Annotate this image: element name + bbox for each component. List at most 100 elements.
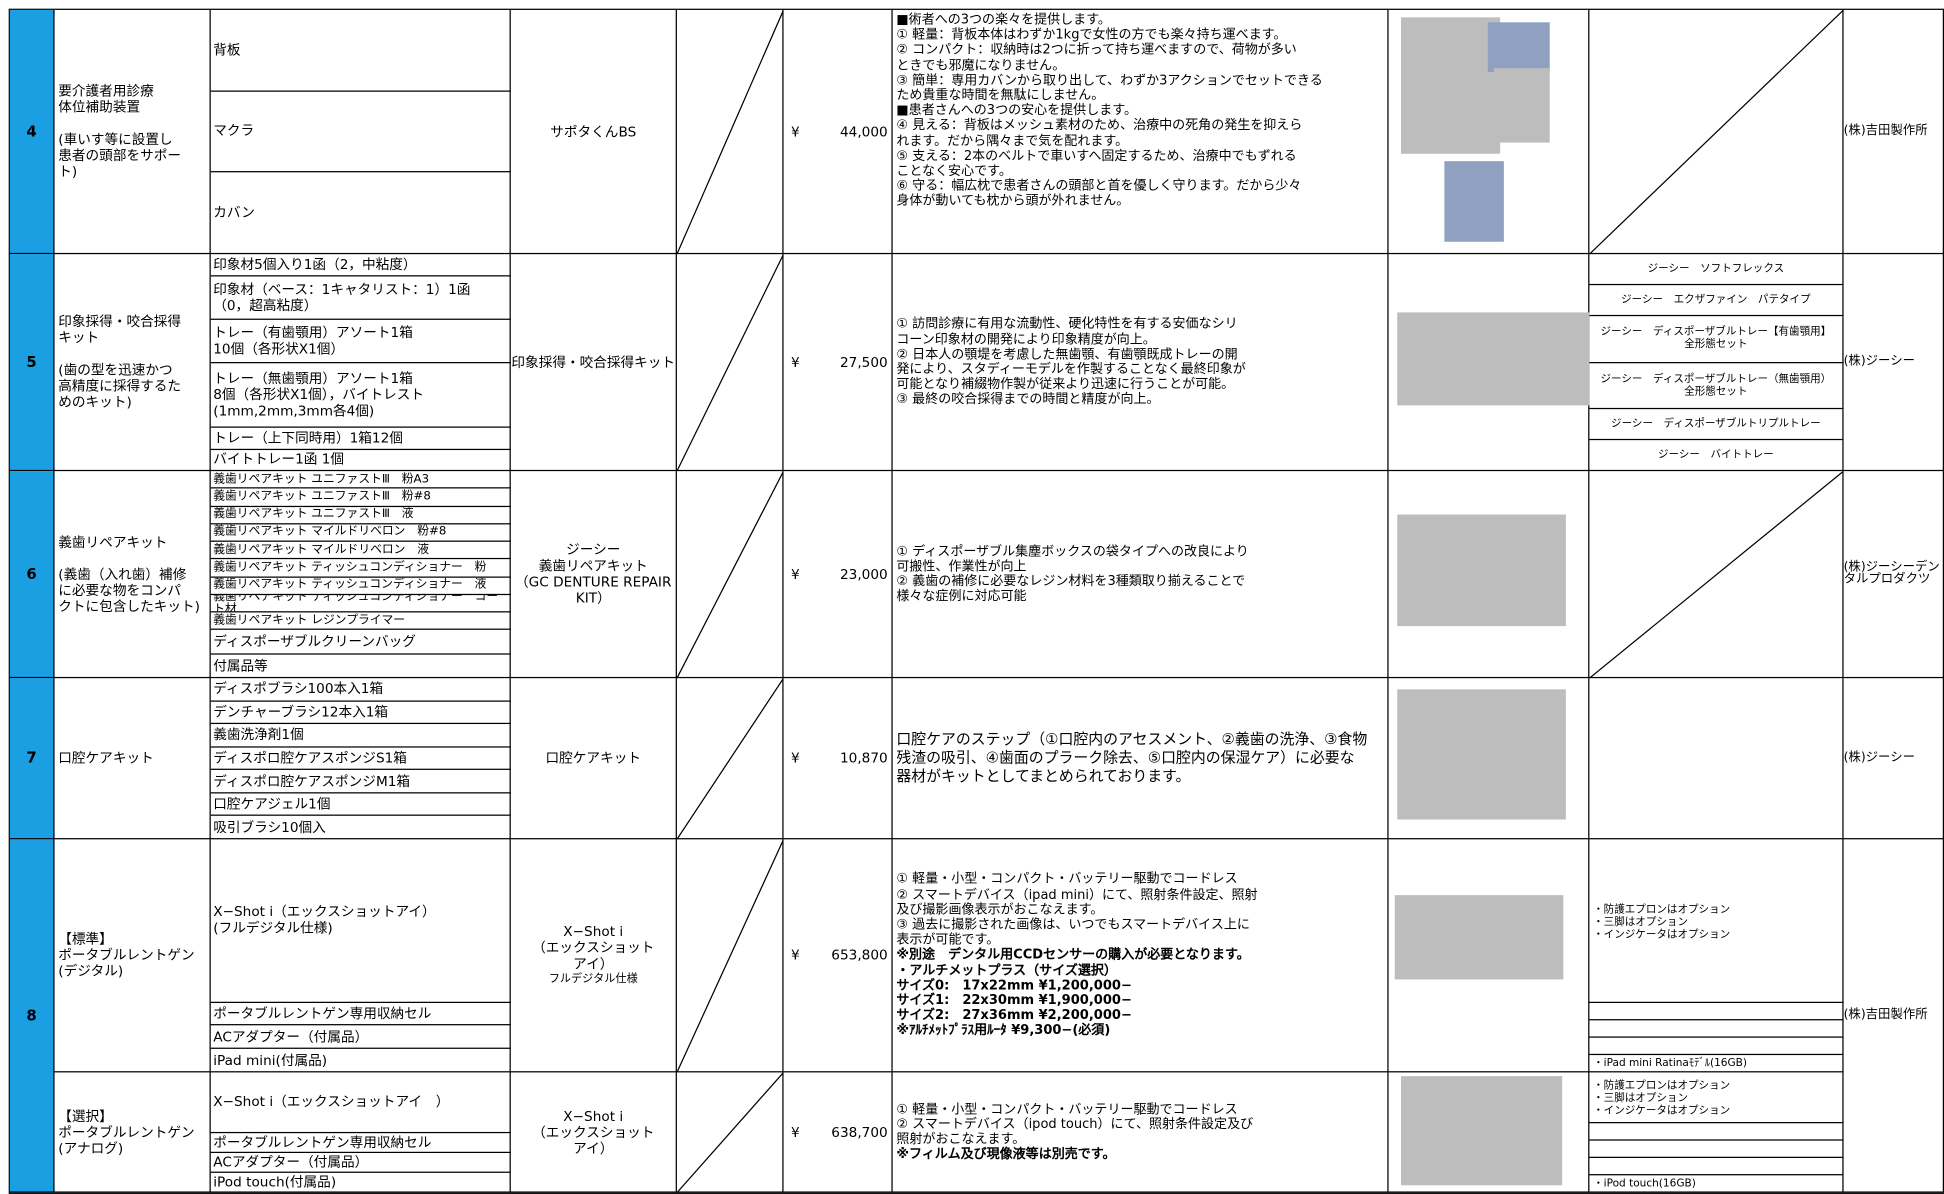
image-cell [1388,471,1590,679]
currency: ¥ [790,565,800,583]
component: 印象材5個入り1函（2，中粘度） [210,254,511,276]
maker: (株)ジーシー [1843,254,1944,472]
description: ① 訪問診療に有用な流動性、硬化特性を有する安価なシリ コーン印象材の開発により… [892,254,1389,472]
currency: ¥ [790,947,800,964]
component: 義歯リペアキット ティッシュコンディショナー 粉 [210,559,511,578]
empty [676,1072,784,1193]
component: ディスポロ腔ケアスポンジM1箱 [210,770,511,794]
photo [1493,68,1550,143]
price: 23,000 [839,565,888,583]
description-line: ① 軽量：背板本体はわずか1kgで女性の方でも楽々持ち運べます。 [896,27,1287,43]
description-line: ⑥ 守る：幅広枕で患者さんの頭部と首を優しく守ります。だから少々 身体が動いても… [896,178,1302,209]
component: 吸引ブラシ10個入 [210,816,511,840]
note: ・防護エプロンはオプション ・三脚はオプション ・インジケータはオプション [1589,1072,1844,1124]
row-number: 7 [9,678,55,840]
component: ポータブルレントゲン専用収納セル [210,1002,511,1026]
empty [1589,1002,1844,1021]
component: 義歯リペアキット ユニファストⅢ 粉#8 [210,488,511,507]
component: 義歯リペアキット ティッシュコンディショナー 液 [210,577,511,595]
row-number: 6 [9,471,55,679]
component: ディスポーザブルクリーンバッグ [210,630,511,656]
photo [1397,312,1590,406]
product: ジーシー 義歯リペアキット （GC DENTURE REPAIR KIT） [515,541,672,607]
product: 印象採得・咬合採得キット [511,353,676,371]
description-line: ② スマートデバイス（ipod touch）にて、照射条件設定及び 照射がおこな… [896,1116,1254,1147]
component: 口腔ケアジェル1個 [210,793,511,817]
item-name: 印象採得・咬合採得 キット (歯の型を迅速かつ 高精度に採得するた めのキット) [54,254,211,472]
photo [1397,514,1566,627]
image-cell [1388,9,1590,255]
empty [676,254,784,472]
product-cell: ジーシー 義歯リペアキット （GC DENTURE REPAIR KIT） [510,471,677,679]
empty [1589,471,1844,679]
price-cell: ¥10,870 [783,678,893,840]
component: 印象材（ベース：1キャタリスト：1）1函 （0，超高粘度） [210,275,511,320]
description-line: ④ 見える：背板はメッシュ素材のため、治療中の死角の発生を抑えら れます。だから… [896,118,1303,149]
note: ジーシー ディスポーザブルトリプルトレー [1589,409,1844,441]
photo [1400,17,1501,154]
component: ポータブルレントゲン専用収納セル [210,1132,511,1153]
description-line: ① 軽量・小型・コンパクト・バッテリー駆動でコードレス [896,872,1238,887]
empty [676,839,784,1073]
component: 義歯リペアキット ユニファストⅢ 液 [210,506,511,525]
component: ディスポブラシ100本入1箱 [210,678,511,702]
product-cell: サポタくんBS [510,9,677,255]
product-cell: X−Shot i （エックスショット アイ） [510,1072,677,1193]
maker: (株)吉田製作所 [1843,839,1944,1193]
diagonal [676,9,784,255]
empty [676,471,784,679]
price-cell: ¥27,500 [783,254,893,472]
row-number: 5 [9,254,55,472]
item-name: 口腔ケアキット [54,678,211,840]
description-line: ① 訪問診療に有用な流動性、硬化特性を有する安価なシリ コーン印象材の開発により… [896,316,1238,347]
description-line: ③ 簡単：専用カバンから取り出して、わずか3アクションでセットできる ため貴重な… [896,72,1323,103]
price: 44,000 [839,123,888,140]
note: ・防護エプロンはオプション ・三脚はオプション ・インジケータはオプション [1589,839,1844,1003]
currency: ¥ [790,353,800,371]
photo [1444,161,1504,242]
photo [1397,689,1566,820]
row-number: 8 [9,839,55,1193]
component: 義歯洗浄剤1個 [210,724,511,748]
note: ・iPod touch(16GB) [1589,1175,1844,1193]
item-name: 【標準】 ポータブルレントゲン (デジタル) [54,839,211,1073]
empty [1589,1157,1844,1176]
price: 10,870 [839,750,888,767]
description-line: ① ディスポーザブル集塵ボックスの袋タイプへの改良により 可搬性、作業性が向上 [896,543,1249,574]
image-cell [1388,678,1590,840]
component: トレー（無歯顎用）アソート1箱 8個（各形状X1個），バイトレスト (1mm,2… [210,362,511,428]
item-name: 【選択】 ポータブルレントゲン (アナログ) [54,1072,211,1193]
component: カバン [210,172,511,255]
component: 義歯リペアキット レジンプライマー [210,612,511,631]
component: 義歯リペアキット マイルドリベロン 粉#8 [210,524,511,542]
component: バイトトレー1函 1個 [210,449,511,472]
component: X−Shot i（エックスショットアイ ） [210,1072,511,1133]
description-line: サイズ0: 17x22mm ¥1,200,000− サイズ1: 22x30mm … [896,977,1132,1039]
note: ジーシー バイトトレー [1589,440,1844,472]
description-line: ② スマートデバイス（ipad mini）にて、照射条件設定、照射 及び撮影画像… [896,887,1258,918]
description: ■術者への3つの楽々を提供します。 ① 軽量：背板本体はわずか1kgで女性の方でも… [892,9,1389,255]
component: デンチャーブラシ12本入1箱 [210,701,511,725]
component: トレー（上下同時用）1箱12個 [210,427,511,450]
photo [1487,22,1550,72]
item-name: 義歯リペアキット (義歯（入れ歯）補修 に必要な物をコンパ クトに包含したキット… [54,471,211,679]
image-cell [1388,1072,1590,1193]
empty [1589,1123,1844,1141]
component: トレー（有歯顎用）アソート1箱 10個（各形状X1個） [210,319,511,363]
diagonal [676,1072,784,1193]
product-cell: X−Shot i （エックスショット アイ） フルデジタル仕様 [510,839,677,1073]
note: ジーシー ソフトフレックス [1589,254,1844,286]
component: ディスポロ腔ケアスポンジS1箱 [210,747,511,771]
diagonal [676,839,784,1073]
price: 27,500 [839,353,888,371]
price-cell: ¥653,800 [783,839,893,1073]
price-cell: ¥638,700 [783,1072,893,1193]
product-cell: 口腔ケアキット [510,678,677,840]
description-line: ■術者への3つの楽々を提供します。 [896,12,1111,28]
description-line: ⑤ 支える：2本のベルトで車いすへ固定するため、治療中でもずれる ことなく安心で… [896,148,1297,179]
price: 638,700 [831,1123,888,1140]
description: ① ディスポーザブル集塵ボックスの袋タイプへの改良により 可搬性、作業性が向上 ②… [892,471,1389,679]
component: 義歯リペアキット マイルドリベロン 液 [210,541,511,560]
product: X−Shot i （エックスショット アイ） [532,1107,655,1157]
